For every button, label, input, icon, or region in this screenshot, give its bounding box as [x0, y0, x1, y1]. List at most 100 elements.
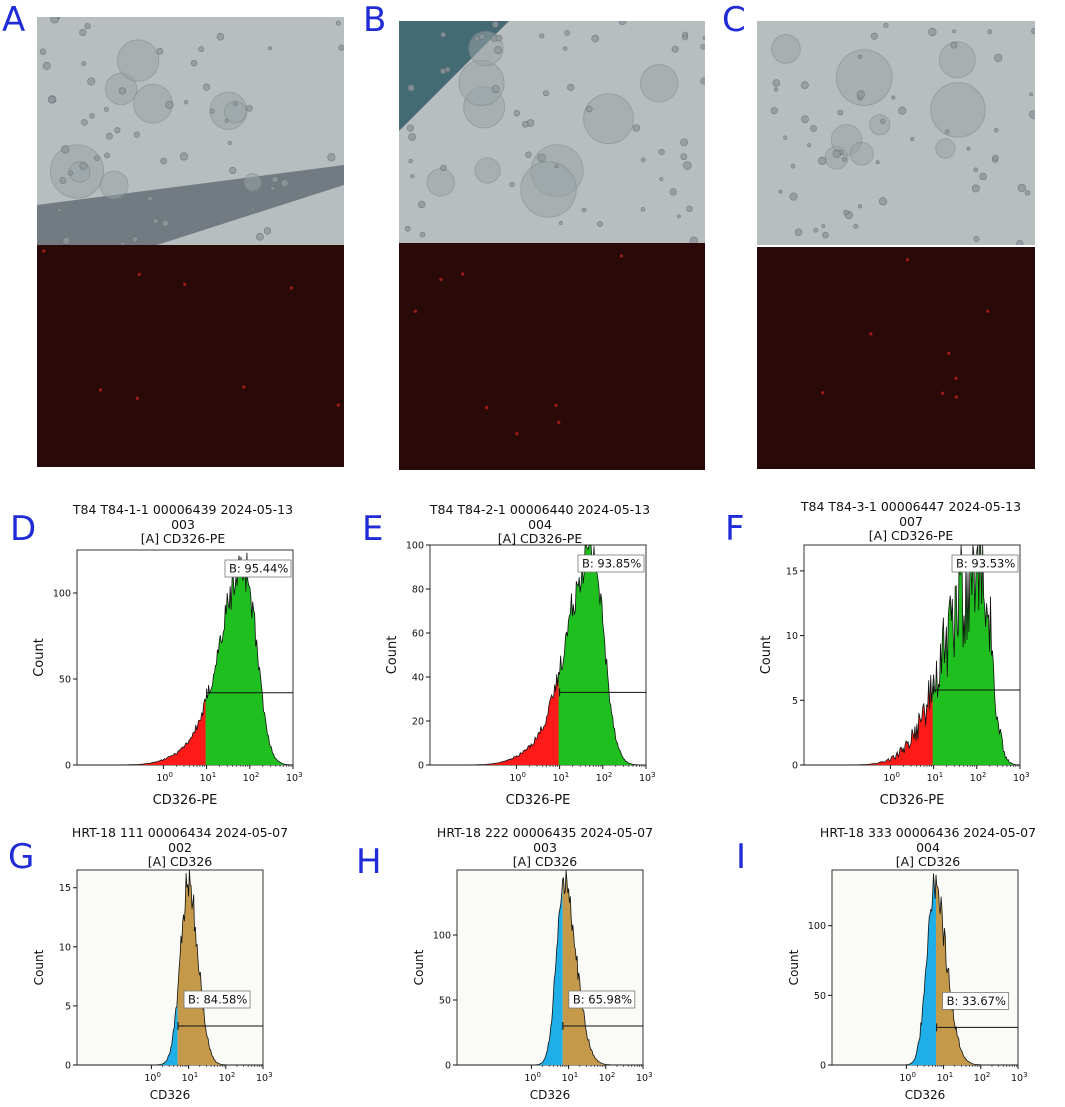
gate-label-box — [951, 554, 1019, 573]
cell — [992, 154, 999, 161]
cell — [994, 53, 1003, 62]
x-tick-label: 102 — [970, 771, 987, 784]
cell — [971, 184, 980, 193]
x-tick-label: 100 — [144, 1071, 161, 1084]
histogram-outline — [430, 544, 646, 766]
cell — [800, 81, 809, 90]
histogram-h: B: 65.98% 100 101 102 103 0 50 100 CD326 Count — [412, 869, 653, 1102]
cell — [883, 22, 889, 28]
cell-cluster — [583, 93, 634, 145]
x-tick-label: 102 — [599, 1071, 616, 1084]
cell — [821, 224, 826, 229]
cell — [822, 231, 829, 239]
x-tick-label: 100 — [509, 771, 526, 784]
cell — [133, 131, 140, 138]
cell-cluster — [639, 64, 679, 103]
histogram-ungated-area — [457, 878, 563, 1065]
histogram-ungated-area — [430, 672, 560, 765]
cell-cluster — [849, 141, 874, 166]
cell — [224, 118, 229, 123]
y-axis-label: Count — [759, 636, 774, 675]
brightfield-background — [757, 21, 1035, 245]
title-line: 003 — [171, 516, 195, 532]
title-line: 003 — [533, 839, 557, 855]
brightfield-image — [399, 21, 705, 243]
x-tick-label: 101 — [553, 771, 570, 784]
fluorescent-spot — [554, 403, 558, 407]
cell — [81, 119, 88, 126]
cell — [509, 181, 515, 188]
fluorescence-background — [37, 245, 344, 467]
fluorescent-spot — [484, 406, 489, 410]
histogram-outline — [77, 869, 263, 1066]
x-tick-label: 102 — [596, 771, 613, 784]
cell-cluster — [938, 41, 976, 79]
x-tick-label: 103 — [639, 771, 656, 784]
cell — [837, 109, 844, 116]
cell — [104, 152, 110, 159]
cell — [567, 83, 575, 91]
cell — [190, 60, 198, 67]
cell — [61, 145, 70, 154]
cell-cluster — [458, 59, 505, 106]
cell — [790, 163, 796, 169]
histogram-outline — [804, 544, 1020, 766]
title-line: HRT-18 111 00006434 2024-05-07 — [71, 825, 289, 840]
cell-cluster — [116, 39, 160, 82]
microscopy-panel-a — [37, 17, 344, 467]
title-line: HRT-18 333 00006436 2024-05-07 — [819, 825, 1037, 840]
cell — [250, 207, 255, 212]
y-tick-label: 15 — [786, 566, 798, 577]
histogram-ungated-area — [804, 674, 934, 765]
cell — [408, 133, 417, 141]
x-tick-label: 102 — [219, 1071, 236, 1084]
y-tick-label: 10 — [59, 942, 71, 953]
panel-label-e: E — [362, 509, 384, 549]
cell — [94, 155, 100, 161]
cell — [875, 160, 880, 164]
cell — [537, 153, 546, 163]
cell — [270, 185, 276, 191]
title-line: T84 T84-2-1 00006440 2024-05-13 — [429, 502, 651, 517]
cell — [1017, 183, 1026, 193]
gate-label-box — [183, 990, 251, 1009]
cell — [417, 200, 426, 209]
cell — [591, 34, 600, 43]
cell — [564, 30, 570, 36]
cell — [773, 87, 779, 92]
fluorescence-background — [757, 247, 1035, 469]
title-line: [A] CD326 — [895, 854, 961, 869]
cell — [772, 79, 781, 87]
gate-label-box — [577, 554, 645, 573]
cell — [945, 129, 950, 135]
y-tick-label: 5 — [65, 1001, 71, 1012]
x-axis-label: CD326 — [530, 1088, 571, 1102]
y-axis-label: Count — [787, 949, 801, 985]
gate-label: B: 93.53% — [956, 557, 1015, 571]
y-tick-label: 0 — [418, 761, 424, 772]
cell — [596, 220, 604, 228]
cell — [1024, 190, 1031, 196]
cell — [50, 17, 59, 24]
histogram-g: B: 84.58% 100 101 102 103 0 5 10 15 CD326 Count — [32, 869, 273, 1102]
microscopy-panel-b — [399, 21, 705, 470]
cell — [950, 41, 958, 49]
title-line: 007 — [899, 513, 923, 529]
brightfield-image — [37, 17, 344, 245]
cell — [973, 167, 979, 173]
title-line: HRT-18 222 00006435 2024-05-07 — [436, 825, 654, 840]
cell-cluster — [869, 114, 891, 136]
cell — [585, 105, 593, 113]
histogram-gated-area — [932, 545, 1020, 765]
cell — [280, 178, 289, 188]
fluorescence-image — [399, 243, 705, 470]
cell — [39, 48, 47, 55]
cell — [203, 83, 211, 91]
gate-label: B: 95.44% — [229, 562, 288, 576]
cell — [700, 77, 705, 85]
title-line: 002 — [168, 839, 192, 855]
cell — [878, 197, 888, 206]
cell — [57, 208, 62, 213]
cell — [256, 233, 264, 241]
gate-label: B: 93.85% — [582, 557, 641, 571]
